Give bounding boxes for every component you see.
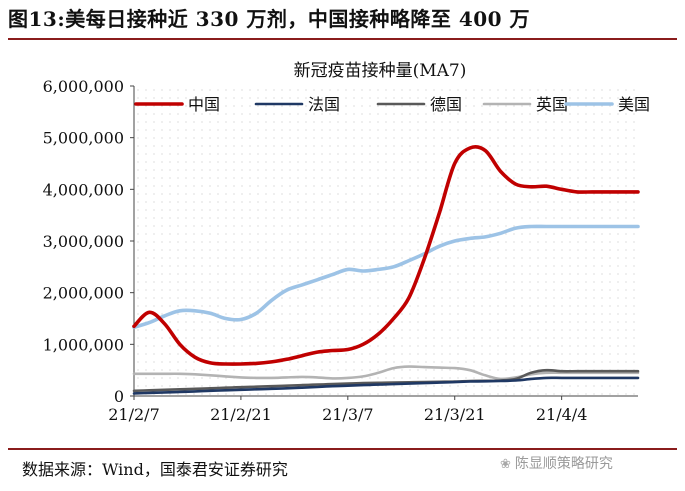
x-tick-label: 21/4/4 <box>536 405 588 424</box>
watermark-text: 陈显顺策略研究 <box>514 456 613 472</box>
series-line-1 <box>132 145 640 366</box>
y-tick-label: 1,000,000 <box>43 335 124 354</box>
watermark: ❀ 陈显顺策略研究 <box>500 452 613 476</box>
y-tick-label: 4,000,000 <box>43 180 124 199</box>
legend-label: 德国 <box>430 95 462 114</box>
wechat-icon: ❀ <box>500 457 511 472</box>
x-tick-label: 21/2/21 <box>210 405 272 424</box>
source-note: 数据来源：Wind，国泰君安证券研究 <box>22 460 288 479</box>
series-line-2 <box>132 376 640 395</box>
y-tick-label: 5,000,000 <box>43 129 124 148</box>
legend-label: 法国 <box>308 95 340 114</box>
x-tick-label: 21/3/21 <box>424 405 486 424</box>
legend-label: 中国 <box>188 95 220 114</box>
plot-background <box>134 86 638 396</box>
series-line-4 <box>132 365 640 381</box>
legend-label: 英国 <box>536 95 568 114</box>
y-axis: 0 1,000,000 2,000,000 3,000,000 4,000,000 5,0… <box>43 77 135 406</box>
source-rule <box>8 448 677 450</box>
series-layer <box>132 145 640 395</box>
y-tick-label: 2,000,000 <box>43 284 124 303</box>
series-line-5 <box>132 224 640 330</box>
legend: 中国 法国 德国 英国 美国 <box>134 95 650 114</box>
y-tick-label: 3,000,000 <box>43 232 124 251</box>
y-tick-label: 0 <box>114 387 124 406</box>
legend-label: 美国 <box>618 95 650 114</box>
title-rule <box>8 38 677 40</box>
x-axis: 21/2/7 21/2/21 21/3/7 21/3/21 21/4/4 <box>108 395 638 424</box>
figure-title: 图13:美每日接种近 330 万剂，中国接种略降至 400 万 <box>8 7 531 31</box>
x-tick-label: 21/3/7 <box>322 405 374 424</box>
series-line-3 <box>132 368 640 393</box>
chart-title: 新冠疫苗接种量(MA7) <box>294 61 467 81</box>
x-tick-label: 21/2/7 <box>108 405 160 424</box>
y-tick-label: 6,000,000 <box>43 77 124 96</box>
